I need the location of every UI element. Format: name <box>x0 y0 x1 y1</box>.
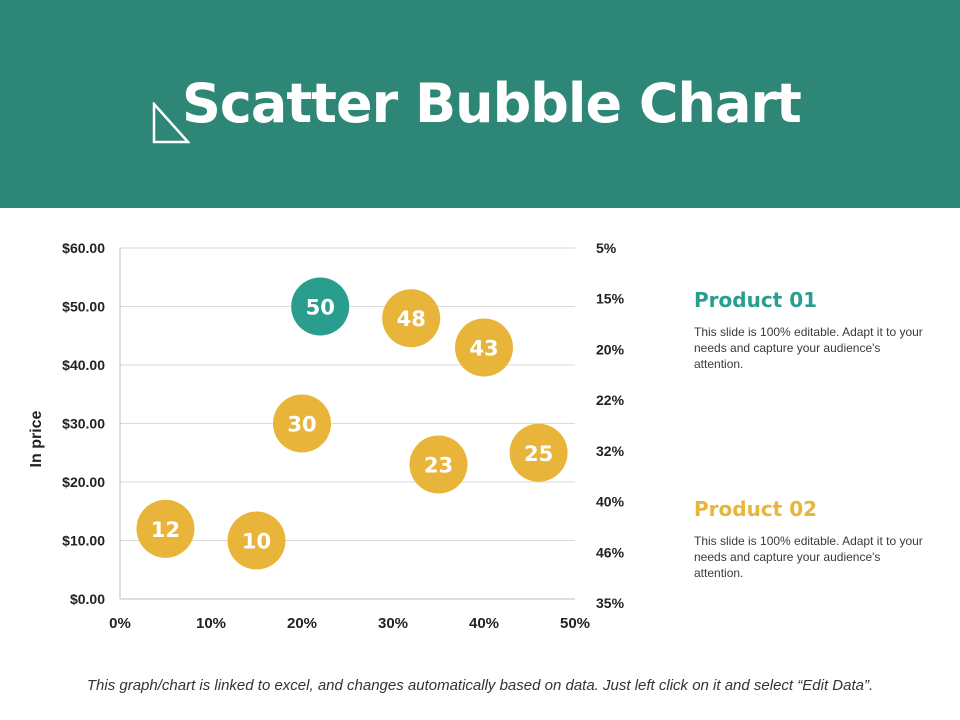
bubble-label: 50 <box>306 296 335 320</box>
y-tick-label: $10.00 <box>62 533 105 549</box>
x-tick-label: 10% <box>196 615 226 632</box>
legend-desc-product-02: This slide is 100% editable. Adapt it to… <box>694 534 923 580</box>
x-tick-label: 0% <box>109 615 131 632</box>
bubble-point <box>382 289 441 348</box>
bubble-label: 23 <box>424 453 453 477</box>
legend-desc-product-01: This slide is 100% editable. Adapt it to… <box>694 325 923 371</box>
right-tick-label: 20% <box>596 341 625 357</box>
x-tick-label: 30% <box>378 615 408 632</box>
right-tick-label: 46% <box>596 544 625 560</box>
right-tick-label: 40% <box>596 494 625 510</box>
scatter-bubble-chart: $0.00 $10.00 $20.00 $30.00 $40.00 $50.00 $60.0… <box>28 240 625 632</box>
right-tick-label: 5% <box>596 240 617 256</box>
y-tick-label: $30.00 <box>62 416 105 432</box>
y-tick-label: $20.00 <box>62 474 105 490</box>
bubble-label: 10 <box>242 530 271 554</box>
bubbles: 50 48 43 30 23 25 12 10 <box>136 277 568 570</box>
triangle-corner-icon <box>152 102 190 144</box>
bubble-label: 12 <box>151 518 180 542</box>
bubble-point <box>227 511 286 570</box>
bubble-label: 48 <box>397 307 426 331</box>
bubble-point <box>291 277 350 336</box>
y-axis-label: In price <box>28 410 45 467</box>
x-tick-label: 50% <box>560 615 590 632</box>
y-tick-label: $60.00 <box>62 240 105 256</box>
bubble-point <box>273 394 331 453</box>
y-tick-label: $0.00 <box>70 591 105 607</box>
bubble-point <box>409 435 468 494</box>
right-tick-label: 15% <box>596 291 625 307</box>
legend-title-product-02: Product 02 <box>694 497 818 521</box>
right-tick-label: 22% <box>596 392 625 408</box>
bubble-point <box>455 318 513 377</box>
footer-note: This graph/chart is linked to excel, and… <box>86 677 874 694</box>
grid-lines <box>120 247 575 541</box>
bubble-label: 30 <box>287 413 316 437</box>
right-tick-label: 35% <box>596 595 625 611</box>
bubble-label: 25 <box>524 442 553 466</box>
bubble-point <box>136 499 195 558</box>
title-banner: Scatter Bubble Chart <box>0 0 960 208</box>
bubble-point <box>509 423 568 482</box>
y-tick-label: $40.00 <box>62 357 105 373</box>
tick-labels: $0.00 $10.00 $20.00 $30.00 $40.00 $50.00 $60.0… <box>62 240 624 632</box>
x-tick-label: 20% <box>287 615 317 632</box>
legend-title-product-01: Product 01 <box>694 288 818 312</box>
page-title: Scatter Bubble Chart <box>182 72 802 135</box>
bubble-label: 43 <box>469 336 498 360</box>
axes <box>119 248 575 600</box>
y-tick-label: $50.00 <box>62 299 105 315</box>
right-tick-label: 32% <box>596 443 625 459</box>
x-tick-label: 40% <box>469 615 499 632</box>
